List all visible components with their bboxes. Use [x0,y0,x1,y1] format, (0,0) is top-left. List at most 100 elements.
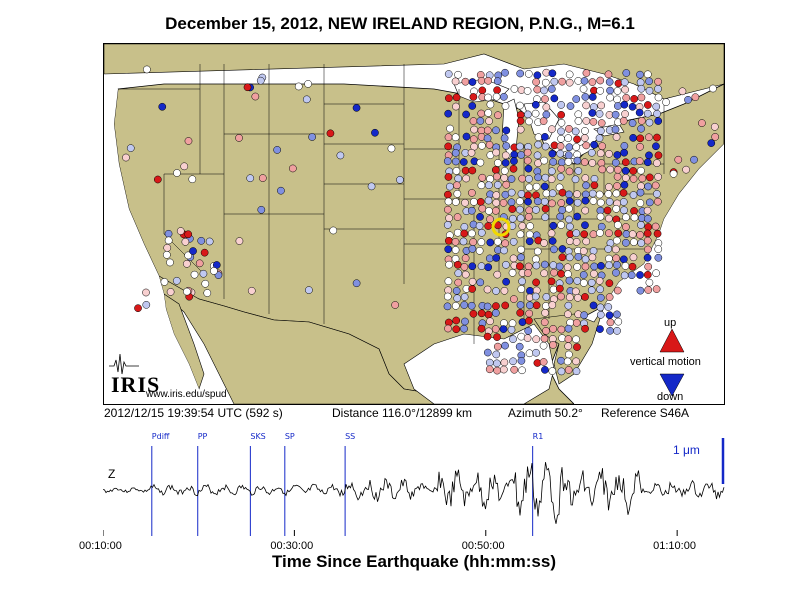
station-marker[interactable] [508,268,517,277]
station-marker[interactable] [468,166,477,175]
station-marker[interactable] [573,277,582,285]
station-marker[interactable] [542,293,551,301]
station-marker[interactable] [540,318,549,327]
station-marker[interactable] [572,319,581,327]
station-marker[interactable] [549,261,558,269]
station-marker[interactable] [524,197,532,206]
station-marker[interactable] [557,164,566,173]
station-marker[interactable] [710,122,719,131]
station-marker[interactable] [613,261,621,269]
station-marker[interactable] [491,309,500,317]
station-marker[interactable] [486,238,495,247]
station-marker[interactable] [485,181,493,190]
station-marker[interactable] [484,76,493,85]
station-marker[interactable] [573,212,582,221]
station-marker[interactable] [565,197,574,205]
station-marker[interactable] [485,207,493,215]
station-marker[interactable] [501,341,509,350]
station-marker[interactable] [507,198,516,207]
station-marker[interactable] [637,239,646,247]
station-marker[interactable] [515,342,524,351]
station-marker[interactable] [523,156,532,165]
station-marker[interactable] [581,255,590,264]
station-marker[interactable] [564,310,572,319]
station-marker[interactable] [493,237,502,246]
station-marker[interactable] [188,175,197,184]
station-marker[interactable] [597,101,606,110]
station-marker[interactable] [637,84,646,93]
station-marker[interactable] [516,101,524,110]
station-map[interactable]: IRIS www.iris.edu/spud up vertical motio… [103,43,725,405]
station-marker[interactable] [606,165,615,174]
station-marker[interactable] [541,260,549,269]
station-marker[interactable] [595,134,604,143]
station-marker[interactable] [587,148,596,157]
station-marker[interactable] [605,279,614,288]
station-marker[interactable] [654,77,662,86]
station-marker[interactable] [451,157,460,166]
station-marker[interactable] [485,358,494,367]
station-marker[interactable] [595,190,604,199]
station-marker[interactable] [644,245,652,254]
station-marker[interactable] [557,325,566,334]
station-marker[interactable] [709,84,717,93]
station-marker[interactable] [166,258,174,267]
station-marker[interactable] [484,93,492,102]
station-marker[interactable] [468,245,477,253]
station-marker[interactable] [566,222,574,231]
station-marker[interactable] [557,356,565,365]
station-marker[interactable] [470,125,478,134]
station-marker[interactable] [564,366,573,374]
station-marker[interactable] [510,295,518,303]
station-marker[interactable] [628,262,637,271]
station-marker[interactable] [540,156,548,165]
station-marker[interactable] [483,134,492,143]
station-marker[interactable] [444,277,453,286]
station-marker[interactable] [558,188,567,197]
station-marker[interactable] [579,85,588,93]
station-marker[interactable] [645,86,654,95]
station-marker[interactable] [452,93,461,102]
station-marker[interactable] [589,301,598,310]
station-marker[interactable] [645,77,653,86]
station-marker[interactable] [565,215,573,224]
station-marker[interactable] [199,269,208,278]
station-marker[interactable] [611,245,620,254]
station-marker[interactable] [566,237,574,245]
station-marker[interactable] [483,348,492,357]
station-marker[interactable] [540,334,549,343]
station-marker[interactable] [526,286,534,295]
station-marker[interactable] [516,262,524,271]
station-marker[interactable] [621,262,630,270]
station-marker[interactable] [493,172,501,181]
station-marker[interactable] [492,287,500,295]
station-marker[interactable] [469,238,478,246]
station-marker[interactable] [654,117,663,125]
station-marker[interactable] [605,261,613,270]
station-marker[interactable] [589,197,598,205]
station-marker[interactable] [541,142,550,151]
station-marker[interactable] [580,158,589,166]
station-marker[interactable] [452,325,461,334]
station-marker[interactable] [606,326,614,335]
station-marker[interactable] [469,117,478,125]
station-marker[interactable] [524,269,532,277]
station-marker[interactable] [476,198,485,206]
station-marker[interactable] [235,134,243,142]
station-marker[interactable] [540,86,548,95]
station-marker[interactable] [531,292,540,301]
station-marker[interactable] [596,212,605,221]
station-marker[interactable] [539,341,548,350]
station-marker[interactable] [621,110,629,118]
station-marker[interactable] [619,117,628,125]
station-marker[interactable] [565,143,574,152]
station-marker[interactable] [516,214,525,223]
station-marker[interactable] [483,302,492,311]
station-marker[interactable] [485,140,494,149]
station-marker[interactable] [558,77,566,86]
station-marker[interactable] [604,303,613,311]
station-marker[interactable] [636,70,644,79]
station-marker[interactable] [453,260,462,269]
station-marker[interactable] [637,117,646,125]
station-marker[interactable] [557,292,565,301]
